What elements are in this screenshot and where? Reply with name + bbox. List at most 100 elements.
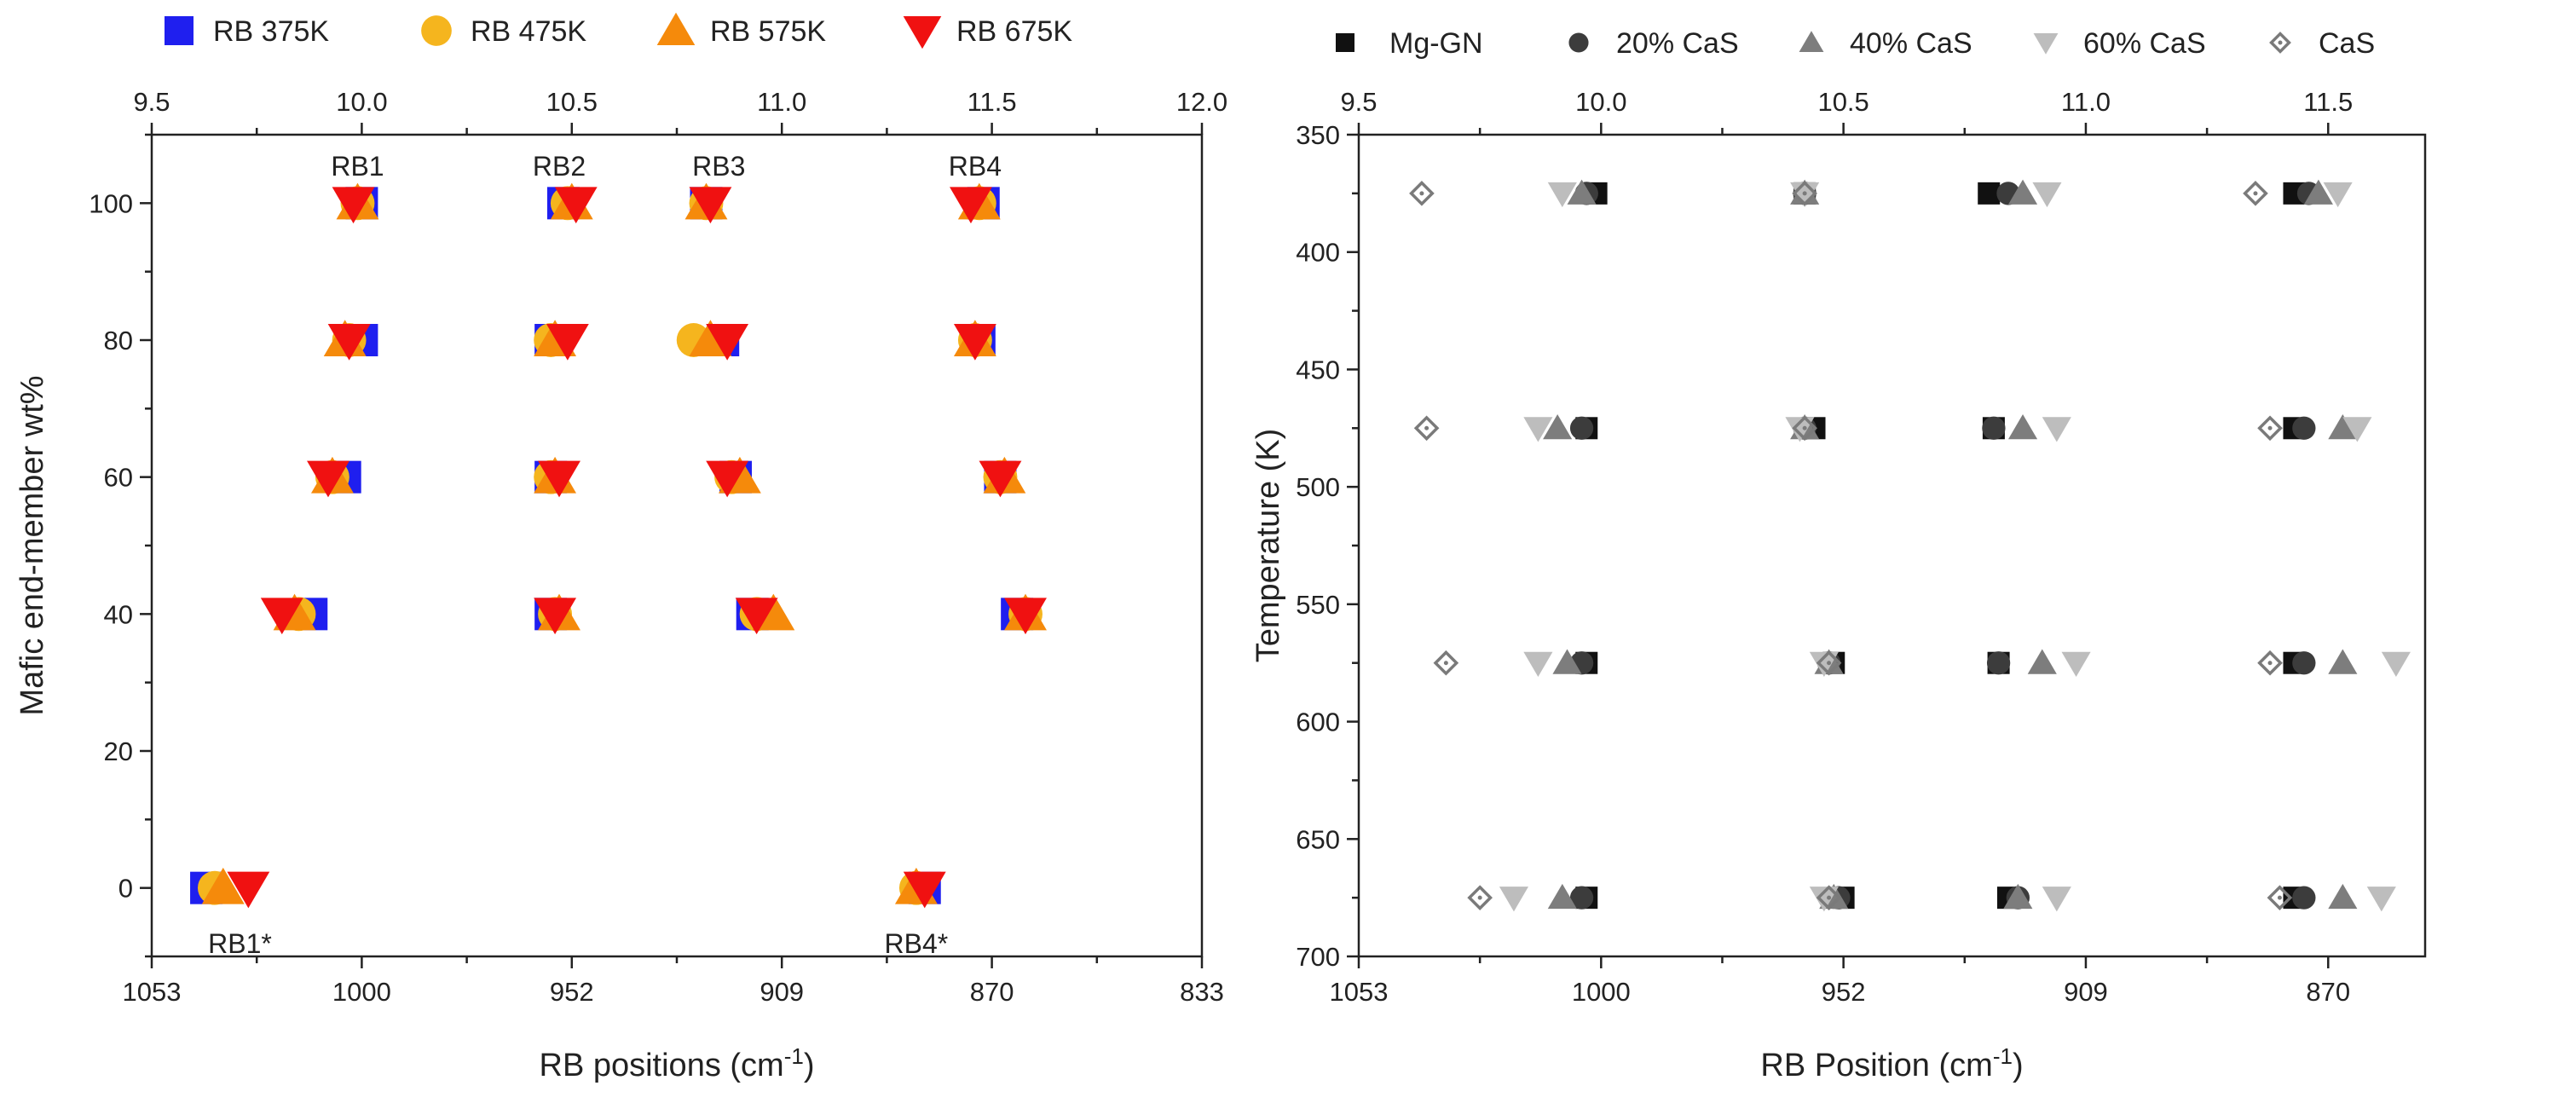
data-point [554,187,598,224]
y-tick-label: 80 [104,326,133,355]
y-tick-label: 400 [1296,238,1340,268]
data-point [1809,651,1839,677]
y-tick-label: 0 [118,874,133,904]
legend-marker [903,16,942,49]
data-point [1547,883,1577,910]
x-tick-label-bottom: 870 [970,977,1014,1007]
data-point-center [1477,895,1482,900]
annotation-label: RB2 [533,151,586,182]
data-point [2381,651,2411,677]
legend-label: RB 475K [471,15,586,48]
data-point [1982,416,2006,440]
data-point [706,460,749,498]
data-point-center [1802,425,1807,430]
plot-frame [1357,133,2427,958]
data-point [2328,649,2358,674]
data-point [201,867,245,904]
x-tick-label-bottom: 909 [2064,977,2108,1007]
x-tick-label-bottom: 833 [1180,977,1224,1007]
y-tick-label: 100 [89,188,133,218]
legend-label: RB 675K [956,15,1072,48]
x-tick-label-top: 11.0 [2061,87,2111,117]
data-point [2303,179,2333,205]
legend-marker [2269,32,2291,54]
x-tick-label-top: 10.0 [336,87,387,117]
annotation-label: RB1* [208,928,272,959]
data-point [1547,182,1577,208]
data-point [1467,885,1493,910]
left-chart-panel: 10539.5100010.095210.590911.087011.58331… [14,12,1227,1083]
data-point [1543,414,1573,440]
x-axis-title: RB Position (cm-1) [1760,1043,2023,1083]
legend-label: RB 375K [213,15,329,48]
data-point [1004,598,1047,635]
data-point [689,187,732,224]
data-point [2032,182,2062,208]
series-20-cas [1569,182,2321,910]
series-rb-375k [190,187,1034,904]
data-point [227,871,270,909]
y-axis-title: Mafic end-member wt% [14,375,50,715]
legend-label: 40% CaS [1850,27,1972,60]
series-mg-gn [1575,182,2306,910]
series-rb-675k [227,187,1047,909]
legend-marker [656,12,696,45]
data-point [1433,650,1459,676]
data-point [2328,414,2358,440]
x-tick-label-top: 10.5 [1817,87,1868,117]
x-tick-label-bottom: 870 [2306,977,2350,1007]
data-point [1978,182,2001,205]
x-tick-label-top: 9.5 [133,87,170,117]
y-tick-label: 350 [1296,120,1340,150]
data-point [1816,885,1842,910]
data-point [979,460,1022,498]
plot-frame [150,133,1204,958]
y-tick-label: 500 [1296,472,1340,502]
data-point [1986,651,2011,675]
right-chart-panel: 1053 9.5 1000 10.0 952 10.5 909 11.0 870 11.5 350 4… [1250,27,2427,1083]
data-point [1792,415,1817,442]
data-point [546,324,589,361]
y-tick-label: 20 [104,736,133,766]
data-point [2042,417,2071,442]
legend-label: 20% CaS [1616,27,1739,60]
data-point [2257,415,2283,442]
series-40-cas [1543,179,2358,910]
x-tick-label-top: 11.5 [2303,87,2353,117]
data-point [1523,417,1553,442]
legend-label: RB 575K [710,15,826,48]
x-tick-label-top: 10.0 [1575,87,1626,117]
data-point [706,324,749,361]
data-point [534,598,577,635]
data-point-center [1424,425,1430,430]
legend-label: CaS [2319,27,2375,60]
data-point-center [1443,661,1448,666]
series-cas [1409,181,2293,910]
data-point-center [1419,191,1424,196]
data-point [1569,886,1594,910]
legend-marker [2033,33,2059,55]
series-60-cas [1499,182,2411,912]
x-tick-label-bottom: 1000 [332,977,391,1007]
data-point-center [1827,895,1832,900]
data-point [2292,886,2316,910]
data-point [307,460,349,498]
data-point [2328,883,2358,910]
data-point-center [1802,191,1807,196]
annotation-label: RB4 [949,151,1002,182]
y-tick-label: 450 [1296,355,1340,384]
y-tick-label: 700 [1296,942,1340,972]
data-point [2003,883,2033,910]
x-tick-label-bottom: 952 [1822,977,1866,1007]
y-tick-label: 600 [1296,708,1340,737]
y-tick-label: 60 [104,463,133,493]
data-point [2267,885,2293,910]
data-point [1809,887,1839,912]
legend-marker [165,16,193,45]
data-point [2061,651,2091,677]
data-point [1569,416,1594,440]
data-point [2292,416,2316,440]
data-point [260,598,303,635]
x-tick-label-top: 12.0 [1176,87,1227,117]
x-tick-label-bottom: 1053 [123,977,182,1007]
